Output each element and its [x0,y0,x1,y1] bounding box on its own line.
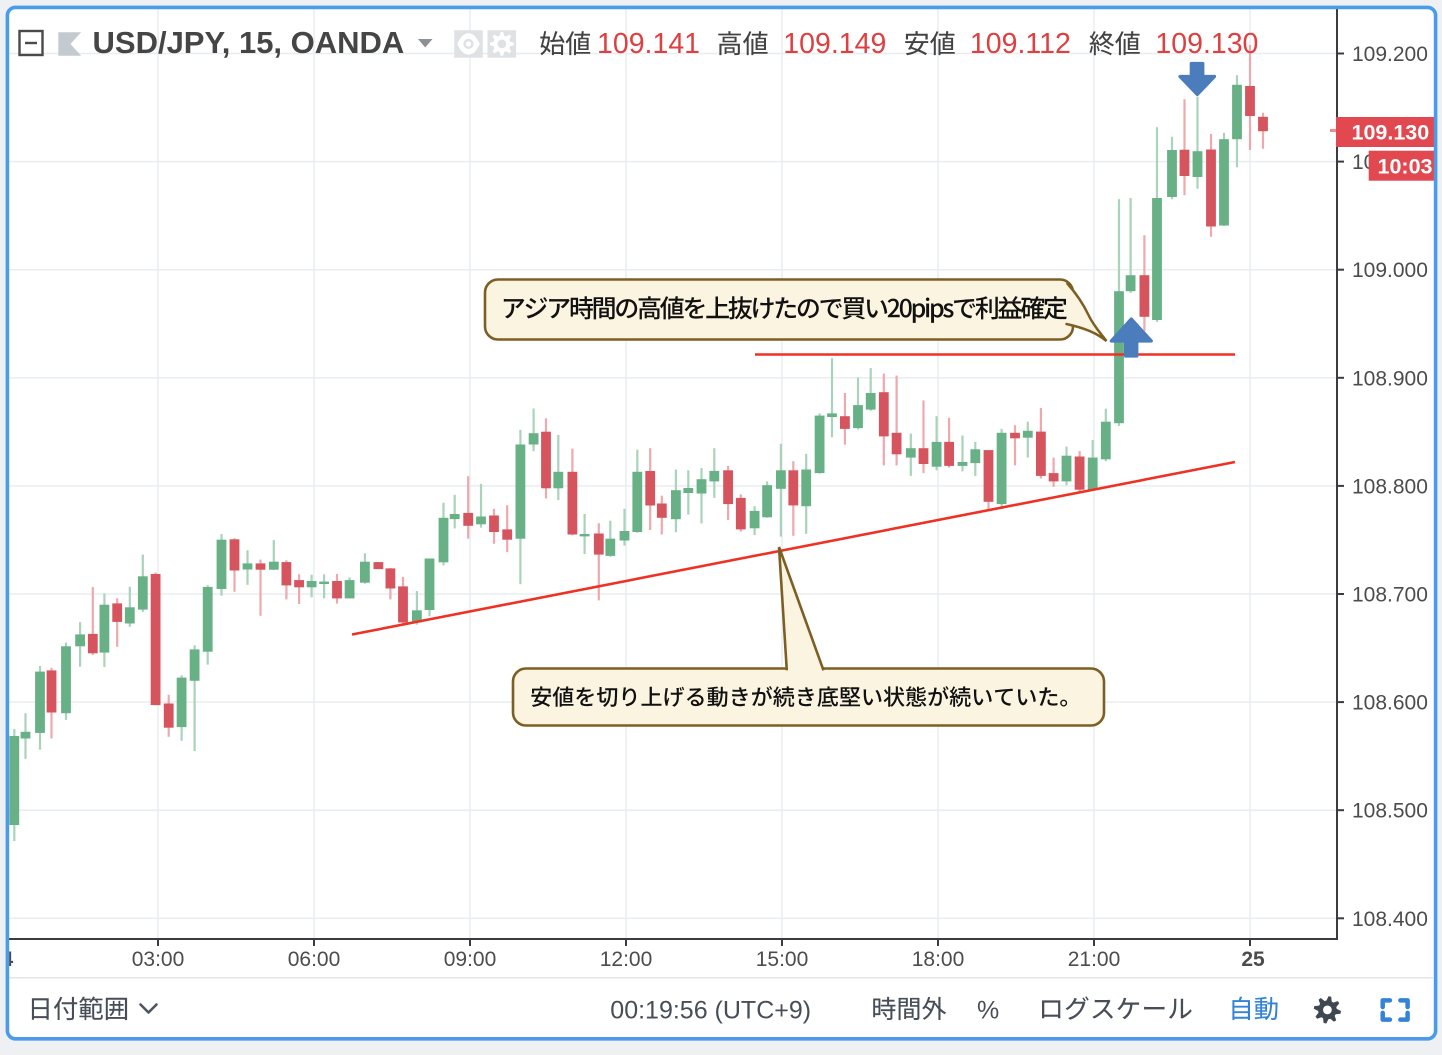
svg-text:18:00: 18:00 [912,948,965,971]
svg-text:12:00: 12:00 [600,948,653,971]
svg-text:00:19:56 (UTC+9): 00:19:56 (UTC+9) [610,997,811,1025]
svg-text:109.149: 109.149 [783,28,886,60]
svg-text:109.200: 109.200 [1352,43,1428,66]
svg-text:108.900: 108.900 [1352,367,1428,390]
svg-text:109.130: 109.130 [1352,121,1430,145]
svg-text:24: 24 [0,948,13,971]
svg-text:03:00: 03:00 [132,948,185,971]
svg-text:109.112: 109.112 [970,28,1071,60]
svg-text:09:00: 09:00 [444,948,497,971]
svg-text:%: % [977,997,999,1025]
svg-text:108.800: 108.800 [1352,475,1428,498]
svg-text:21:00: 21:00 [1068,948,1121,971]
svg-text:10:03: 10:03 [1378,155,1433,179]
svg-text:109.130: 109.130 [1155,28,1258,60]
svg-text:15:00: 15:00 [756,948,809,971]
svg-text:108.400: 108.400 [1352,908,1428,931]
svg-text:06:00: 06:00 [288,948,341,971]
svg-text:108.500: 108.500 [1352,800,1428,823]
svg-text:108.700: 108.700 [1352,584,1428,607]
svg-text:109.000: 109.000 [1352,259,1428,282]
svg-text:108.600: 108.600 [1352,692,1428,715]
svg-text:109.141: 109.141 [597,28,700,60]
svg-text:USD/JPY, 15, OANDA: USD/JPY, 15, OANDA [93,25,405,60]
svg-text:25: 25 [1241,948,1265,971]
